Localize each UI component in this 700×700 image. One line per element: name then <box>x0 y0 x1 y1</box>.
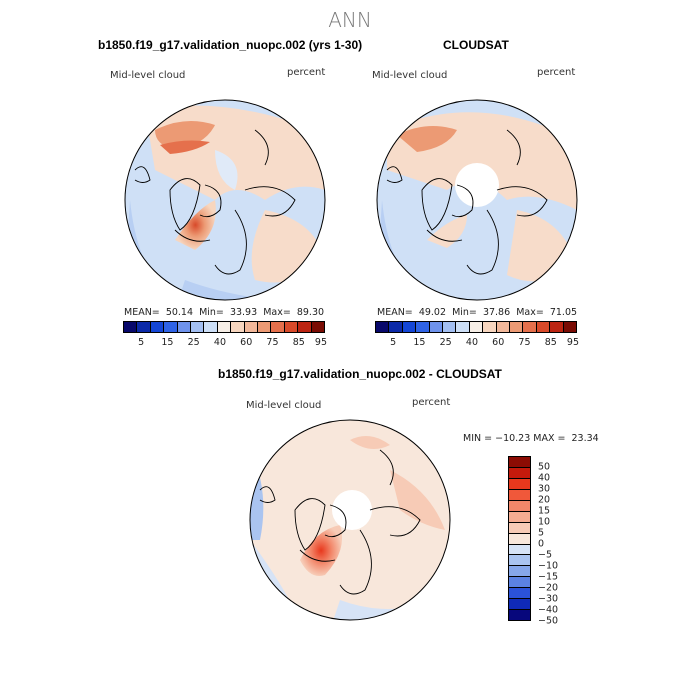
panel-2-map <box>376 99 578 301</box>
colorbar-swatch <box>271 322 285 332</box>
colorbar-swatch <box>563 322 577 332</box>
colorbar-swatch <box>509 457 530 468</box>
colorbar-swatch <box>429 322 444 332</box>
panel-1-units: percent <box>287 67 326 78</box>
colorbar-swatch <box>523 322 537 332</box>
colorbar-swatch <box>244 322 259 332</box>
colorbar-swatch <box>469 322 484 332</box>
colorbar-swatch <box>509 555 530 567</box>
panel-1-map <box>124 99 326 301</box>
colorbar-swatch <box>456 322 470 332</box>
colorbar-swatch <box>402 322 417 332</box>
colorbar-swatch <box>509 478 530 490</box>
colorbar-swatch <box>496 322 511 332</box>
panel-2-title: CLOUDSAT <box>443 38 509 52</box>
diff-stats: MIN = −10.23 MAX = 23.34 <box>463 433 599 444</box>
colorbar-swatch <box>284 322 299 332</box>
colorbar-swatch <box>443 322 457 332</box>
colorbar-swatch <box>550 322 564 332</box>
colorbar-swatch <box>509 577 530 589</box>
colorbar-swatch <box>124 322 138 332</box>
panel-2-stats: MEAN= 49.02 Min= 37.86 Max= 71.05 <box>377 307 578 318</box>
colorbar-swatch <box>231 322 245 332</box>
panel-1-colorbar <box>123 321 325 333</box>
colorbar-swatch <box>509 467 530 479</box>
diff-title: b1850.f19_g17.validation_nuopc.002 - CLO… <box>218 367 502 381</box>
panel-1-variable: Mid-level cloud <box>110 70 186 81</box>
colorbar-swatch <box>150 322 165 332</box>
colorbar-swatch <box>298 322 312 332</box>
colorbar-swatch <box>217 322 232 332</box>
colorbar-swatch <box>416 322 430 332</box>
colorbar-swatch <box>509 533 530 545</box>
panel-2-units: percent <box>537 67 576 78</box>
colorbar-swatch <box>509 500 530 512</box>
colorbar-swatch <box>509 599 530 611</box>
colorbar-swatch <box>509 522 530 534</box>
colorbar-swatch <box>509 610 530 621</box>
colorbar-swatch <box>258 322 272 332</box>
colorbar-swatch <box>509 588 530 600</box>
colorbar-swatch <box>191 322 205 332</box>
page-title: ANN <box>328 8 372 32</box>
colorbar-swatch <box>483 322 497 332</box>
panel-1-stats: MEAN= 50.14 Min= 33.93 Max= 89.30 <box>124 307 325 318</box>
colorbar-swatch <box>376 322 390 332</box>
colorbar-swatch <box>509 544 530 556</box>
panel-2-colorbar <box>375 321 577 333</box>
colorbar-swatch <box>204 322 218 332</box>
diff-units: percent <box>412 397 451 408</box>
colorbar-swatch <box>509 489 530 501</box>
diff-variable: Mid-level cloud <box>246 400 322 411</box>
colorbar-swatch <box>311 322 325 332</box>
diff-colorbar <box>508 456 531 621</box>
diff-map <box>249 419 451 621</box>
colorbar-swatch <box>177 322 192 332</box>
panel-2-variable: Mid-level cloud <box>372 70 448 81</box>
diff-colorbar-labels: 50 40 30 20 15 10 5 0 −5 −10 −15 −20 −30… <box>538 461 559 627</box>
colorbar-swatch <box>536 322 551 332</box>
colorbar-swatch <box>389 322 403 332</box>
colorbar-swatch <box>509 511 530 523</box>
colorbar-swatch <box>509 566 530 578</box>
panel-1-title: b1850.f19_g17.validation_nuopc.002 (yrs … <box>98 38 363 52</box>
colorbar-swatch <box>510 322 524 332</box>
colorbar-swatch <box>137 322 151 332</box>
colorbar-swatch <box>164 322 178 332</box>
